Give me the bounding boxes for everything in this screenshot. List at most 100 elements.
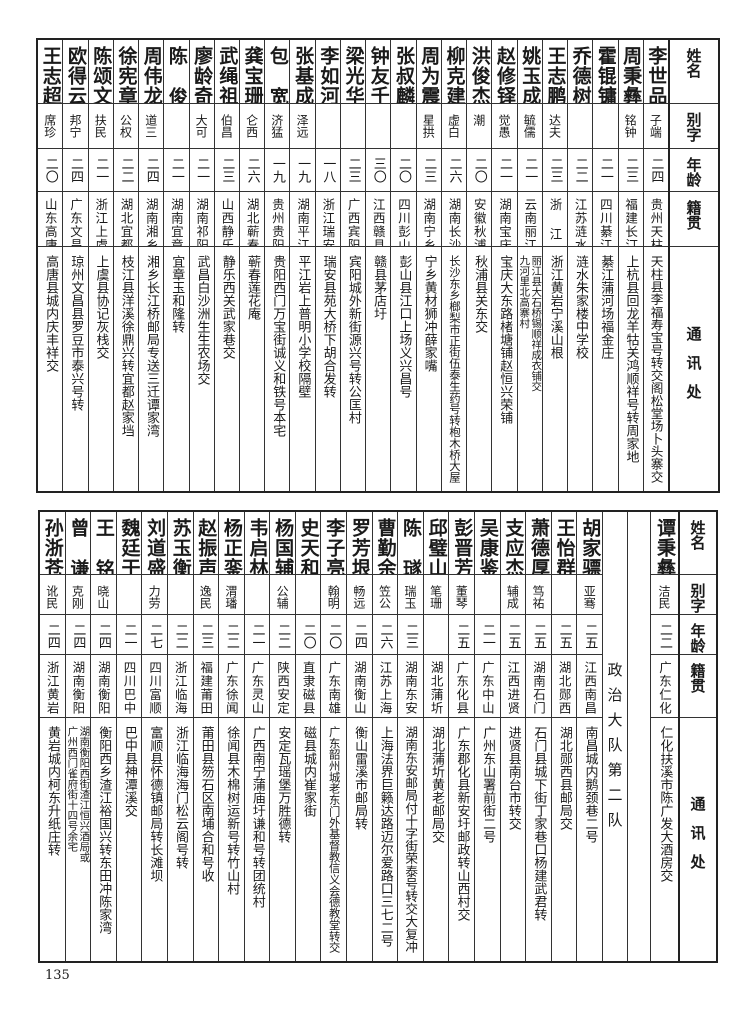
- header-name: 姓名: [684, 48, 703, 78]
- person-column: 王志超 席珍 二〇 山东高唐 高唐县城内庆丰祥交: [38, 40, 63, 491]
- age: 二一: [121, 623, 137, 649]
- native: 广东灵山: [249, 661, 265, 715]
- address-text: 莆田县笏石区南埔合和号收: [199, 718, 214, 882]
- age-cell: 二一: [475, 615, 500, 655]
- alias-cell: [593, 104, 618, 149]
- age-cell: 二二: [568, 149, 593, 192]
- person-name: 周伟龙: [140, 46, 163, 104]
- native: 江苏涟水: [572, 198, 588, 247]
- age: 二五: [556, 623, 572, 649]
- native: 湖南东安: [403, 661, 419, 715]
- address-line: 彭山县江口上场义兴昌号: [396, 255, 412, 398]
- name-cell: 谭秉彝: [651, 512, 678, 575]
- native-cell: 贵州贵阳: [265, 192, 290, 247]
- native: 安徽秋浦: [471, 198, 487, 247]
- name-cell: 徐宪章: [113, 40, 139, 104]
- person-name: 孙浙苍: [41, 518, 64, 575]
- name-cell: 曹勤余: [372, 512, 398, 575]
- name-cell: 龚宝珊: [240, 40, 265, 104]
- native-cell: 湖南石门: [526, 655, 551, 718]
- address-text: 湖北蒲圻黄老邮局交: [429, 718, 444, 843]
- age-cell: 二四: [39, 615, 65, 655]
- alias-cell: 大可: [189, 104, 214, 149]
- native: 直隶磁县: [300, 661, 316, 715]
- alias-cell: 亚骞: [577, 575, 602, 615]
- age: 二一: [496, 157, 512, 183]
- header-column: 姓名 别字 年龄 籍贯 通讯处: [678, 512, 716, 961]
- address-cell: 南昌城内鹅颈巷二号: [577, 718, 602, 961]
- age: 二五: [531, 623, 547, 649]
- address-line: 石门县城下街丁家巷口杨建武君转: [531, 726, 547, 921]
- alias-cell: 济猛: [265, 104, 290, 149]
- alias: 子端: [648, 114, 663, 138]
- person-column: 包 宽济猛 一九 贵州贵阳 贵阳西门万宝街诚义和铁号本宅: [264, 40, 290, 491]
- age: 二四: [95, 623, 111, 649]
- person-column: 洪俊杰潮二〇 安徽秋浦 秋浦县关东交: [466, 40, 492, 491]
- person-name: 包 宽: [266, 46, 289, 104]
- address-line: 南昌城内鹅颈巷二号: [582, 726, 598, 843]
- native-cell: 陕西安定: [270, 655, 295, 718]
- native: 四川綦江: [597, 198, 613, 247]
- address-line: 丽江县大石桥锡顺祥成衣铺交: [530, 255, 542, 392]
- address-text: 湘乡长江桥邮局专送三迁谭家湾: [144, 247, 159, 437]
- native: 山西静乐: [219, 198, 235, 247]
- native-cell: 湖南东安: [398, 655, 423, 718]
- age: 二〇: [471, 157, 487, 183]
- age: 二五: [582, 623, 598, 649]
- native: 浙江黄岩: [44, 661, 60, 715]
- native-cell: 福建长汀: [618, 192, 643, 247]
- address-cell: 贵阳西门万宝街诚义和铁号本宅: [265, 247, 289, 491]
- age-cell: 一九: [290, 149, 315, 192]
- address-line: 仁化扶溪市陈广发大酒房交: [657, 726, 673, 882]
- address-text: 高唐县城内庆丰祥交: [43, 247, 58, 372]
- age: 二三: [345, 157, 361, 183]
- native: 浙江临海: [172, 661, 188, 715]
- native-cell: 山东高唐: [38, 192, 63, 247]
- person-name: 谭秉彝: [654, 518, 676, 575]
- age: 二二: [223, 623, 239, 649]
- native: 湖北蒲圻: [428, 661, 444, 715]
- age-cell: 二二: [219, 615, 244, 655]
- address-cell: 瑞安县苑大桥下胡合发转: [316, 247, 340, 491]
- age: 二六: [446, 157, 462, 183]
- address-text: 赣县茅店圩: [371, 247, 386, 320]
- person-column: 魏廷干 二一 四川巴中 巴中县神潭溪交: [115, 512, 142, 961]
- native-cell: 湖南宜章: [164, 192, 189, 247]
- address-cell: 长沙东乡榔梨市正街伍泰生药号转枹木桥大屋: [442, 247, 466, 491]
- address-text: 长沙东乡榔梨市正街伍泰生药号转枹木桥大屋: [448, 247, 462, 483]
- team-column: 政治大队第二队: [602, 512, 627, 961]
- age-cell: 一八: [315, 149, 340, 192]
- native-cell: 湖北蕲春: [240, 192, 265, 247]
- address-text: 宾阳城外新街源兴号转公匡村: [346, 247, 361, 424]
- alias: 大可: [194, 114, 209, 138]
- age-cell: 二四: [643, 149, 668, 192]
- person-column: 陈 俊二一 湖南宜章 宜章玉和隆转: [163, 40, 189, 491]
- age: 二四: [70, 623, 86, 649]
- age: 二一: [479, 623, 495, 649]
- name-cell: 魏廷干: [116, 512, 142, 575]
- native: 福建莆田: [198, 661, 214, 715]
- address-line: 宝庆大东路楮塘铺赵恒兴荣铺: [497, 255, 513, 424]
- native: 山东高唐: [42, 198, 58, 247]
- alias-cell: 铭钟: [618, 104, 643, 149]
- address-line: 湖北郧西县邮局交: [556, 726, 572, 830]
- person-column: 张叔麟 二〇 四川彭山 彭山县江口上场义兴昌号: [390, 40, 416, 491]
- address-text: 衡阳西乡渣江裕国兴转东田冲陈家湾: [96, 718, 111, 934]
- address-cell: 宝庆大东路楮塘铺赵恒兴荣铺: [492, 247, 516, 491]
- age: 二一: [522, 157, 538, 183]
- name-cell: 李如河: [315, 40, 340, 104]
- address-cell: 静乐西关武家巷交: [215, 247, 239, 491]
- alias-cell: [315, 104, 340, 149]
- native: 贵州天柱: [648, 198, 664, 247]
- address-text: 湖南衡阳西街渣江恒兴酒局或 广州西门雀府街十四号余宅: [66, 718, 90, 863]
- native: 湖南宜章: [168, 198, 184, 247]
- address-line: 武昌白沙洲生生农场交: [194, 255, 210, 385]
- age: 二一: [93, 157, 109, 183]
- person-column: 霍锟镛 二一 四川綦江 綦江蒲河场福金庄: [592, 40, 618, 491]
- blank-column: [627, 512, 650, 961]
- name-cell: 张叔麟: [391, 40, 416, 104]
- person-column: 赵修铎 觉愚 二一 湖南宝庆 宝庆大东路楮塘铺赵恒兴荣铺: [491, 40, 517, 491]
- name-cell: 苏玉衡: [167, 512, 193, 575]
- alias: 扶民: [93, 114, 108, 138]
- person-name: 王志超: [39, 46, 62, 104]
